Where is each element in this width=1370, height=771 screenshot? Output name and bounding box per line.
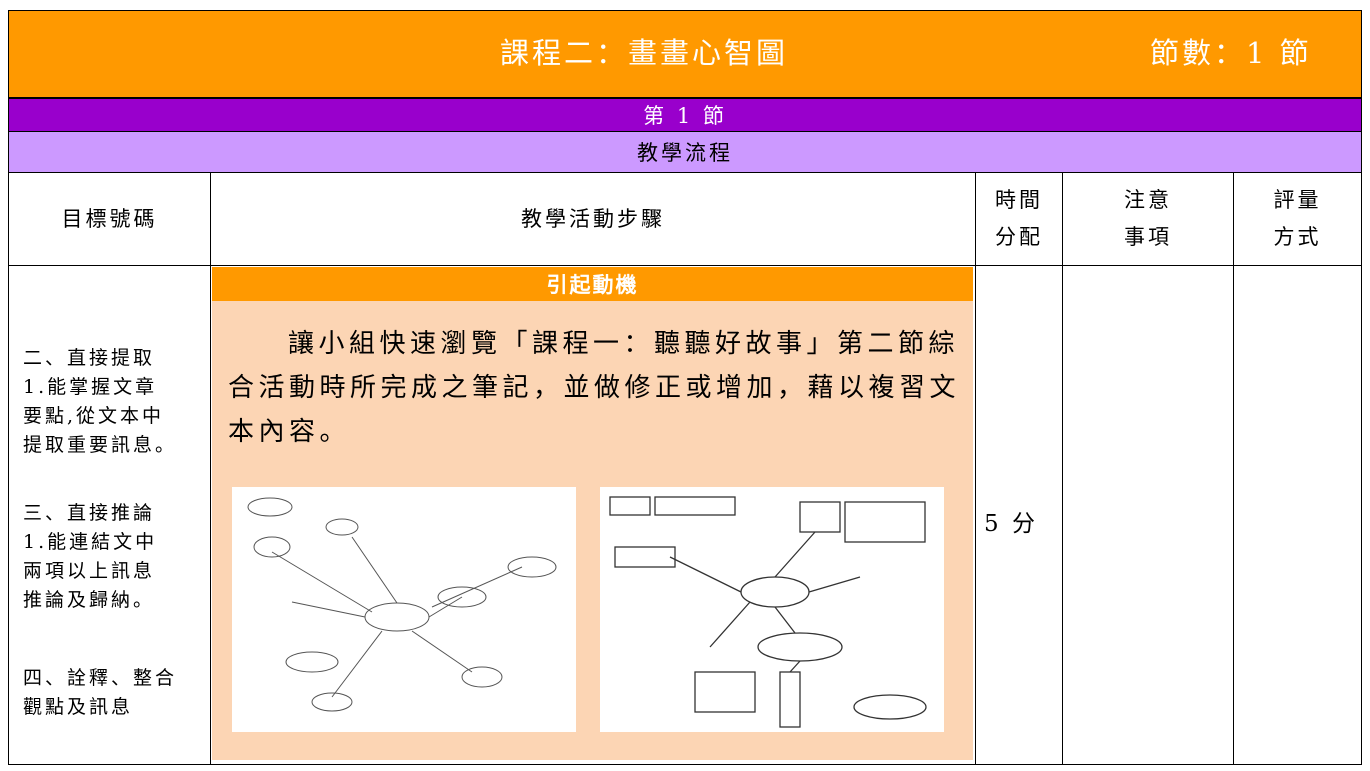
header-cell: 目標號碼	[8, 172, 211, 266]
header-text: 分配	[995, 225, 1043, 249]
goal-line: 提取重要訊息。	[23, 434, 178, 456]
header-cell: 注意 事項	[1062, 172, 1234, 266]
course-title: 課程二：畫畫心智圖	[500, 36, 789, 70]
header-text: 評量	[1273, 188, 1322, 212]
session-count: 節數：1 節	[1150, 36, 1312, 70]
title-bar	[8, 10, 1362, 98]
section-bar: 教學流程	[8, 131, 1362, 173]
activity-text: 讓小組快速瀏覽「課程一：聽聽好故事」第二節綜合活動時所完成之筆記，並做修正或增加…	[228, 329, 961, 447]
header-text: 教學活動步驟	[521, 206, 665, 231]
header-cell: 評量 方式	[1233, 172, 1362, 266]
time-text: 5 分	[984, 511, 1038, 537]
mindmap-image	[600, 487, 944, 732]
time-cell: 5 分	[975, 265, 1063, 765]
goal-line: 觀點及訊息	[23, 696, 134, 718]
goal-line: 兩項以上訊息	[23, 560, 156, 582]
goal-line: 1.能掌握文章	[23, 376, 158, 398]
goal-group: 四、詮釋、整合 觀點及訊息	[23, 664, 177, 722]
goal-line: 二、直接提取	[23, 347, 156, 369]
goal-cell: 二、直接提取 1.能掌握文章 要點,從文本中 提取重要訊息。 三、直接推論 1.能連結文中…	[8, 265, 211, 765]
assessment-cell	[1233, 265, 1362, 765]
goal-group: 三、直接推論 1.能連結文中 兩項以上訊息 推論及歸納。	[23, 499, 177, 615]
header-text: 目標號碼	[61, 206, 158, 231]
goal-group: 二、直接提取 1.能掌握文章 要點,從文本中 提取重要訊息。	[23, 344, 177, 460]
section-label: 教學流程	[637, 141, 733, 165]
header-cell: 教學活動步驟	[210, 172, 976, 266]
activity-title-text: 引起動機	[546, 272, 639, 297]
mindmap-image	[232, 487, 576, 732]
goal-line: 要點,從文本中	[23, 405, 165, 427]
notes-cell	[1062, 265, 1234, 765]
session-bar: 第 1 節	[8, 98, 1362, 132]
activity-title: 引起動機	[212, 267, 973, 301]
goal-line: 三、直接推論	[23, 502, 156, 524]
goal-list: 二、直接提取 1.能掌握文章 要點,從文本中 提取重要訊息。 三、直接推論 1.能連結文中…	[23, 344, 177, 771]
goal-line: 1.能連結文中	[23, 531, 158, 553]
header-text: 時間	[995, 188, 1043, 212]
header-text: 方式	[1273, 225, 1322, 249]
goal-line: 四、詮釋、整合	[23, 667, 178, 689]
goal-line: 推論及歸納。	[23, 589, 156, 611]
header-cell: 時間 分配	[975, 172, 1063, 266]
header-text: 注意	[1124, 188, 1172, 212]
session-label: 第 1 節	[643, 104, 727, 128]
header-text: 事項	[1124, 225, 1172, 249]
